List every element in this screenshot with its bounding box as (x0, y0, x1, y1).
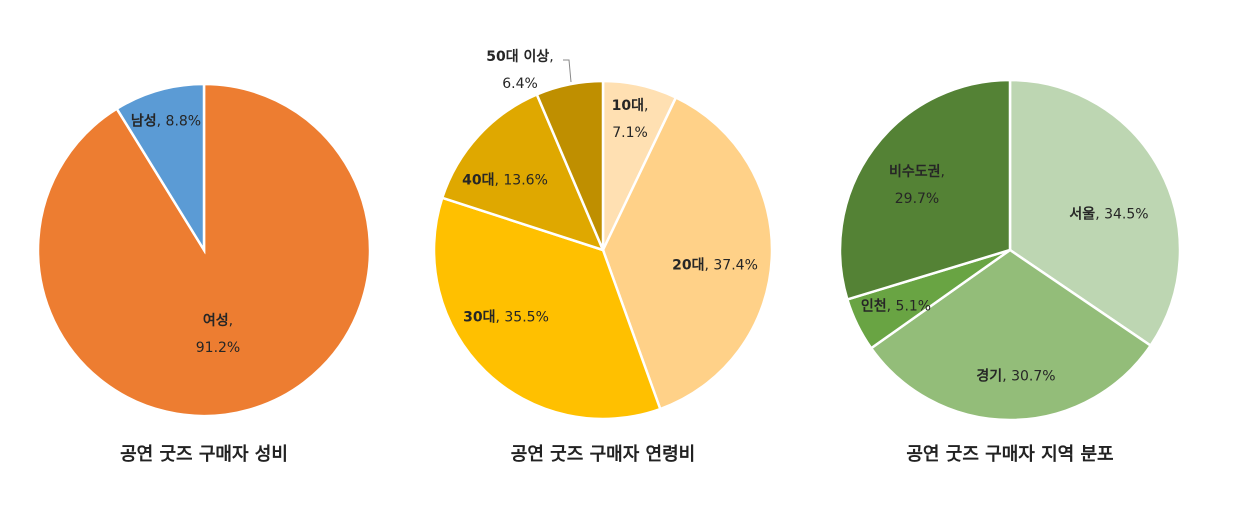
data-label-value: 5.1% (895, 298, 932, 315)
data-label-value: 8.8% (165, 113, 202, 130)
pie-slice-2-0 (1008, 78, 1182, 348)
pie-slice-2-1 (869, 248, 1153, 422)
data-label: 30대, 35.5% (463, 309, 549, 326)
data-label: 비수도권, 29.7% (889, 164, 945, 207)
data-label-category: 50대 이상 (486, 49, 550, 65)
data-label-category: 30대 (463, 309, 496, 326)
chart-title-region: 공연 굿즈 구매자 지역 분포 (906, 444, 1114, 465)
data-label-category: 40대 (462, 172, 495, 189)
data-label: 서울, 34.5% (1069, 206, 1149, 223)
data-label-value: 30.7% (1011, 368, 1056, 385)
data-label-value: 35.5% (504, 309, 549, 326)
pie-slice-1-3 (440, 92, 606, 253)
data-label: 50대 이상, 6.4% (486, 49, 554, 92)
data-label-value: 91.2% (195, 340, 241, 356)
data-label-value: 29.7% (894, 191, 940, 207)
data-label-value: 13.6% (503, 172, 548, 189)
data-label: 여성, 91.2% (195, 313, 241, 356)
pie-slice-2-3 (838, 78, 1012, 302)
data-label-value: 6.4% (502, 76, 538, 92)
data-label: 남성, 8.8% (130, 113, 202, 130)
data-label-category: 비수도권 (889, 164, 941, 180)
data-label-category: 인천 (860, 298, 887, 315)
data-label: 인천, 5.1% (860, 298, 932, 315)
data-label: 경기, 30.7% (976, 368, 1056, 385)
data-label-category: 남성 (130, 113, 157, 130)
data-label: 20대, 37.4% (672, 257, 758, 274)
pie-slice-1-1 (601, 95, 774, 411)
leader-line (563, 59, 572, 83)
chart-title-age: 공연 굿즈 구매자 연령비 (510, 444, 696, 465)
data-label: 10대, 7.1% (611, 98, 649, 141)
data-label-category: 서울 (1069, 206, 1096, 223)
data-label-value: 34.5% (1104, 206, 1149, 223)
data-label-value: 37.4% (713, 257, 758, 274)
pie-slice-1-2 (432, 196, 662, 421)
data-label-category: 10대 (611, 98, 644, 114)
data-label-category: 경기 (976, 368, 1003, 385)
chart-title-gender: 공연 굿즈 구매자 성비 (120, 444, 288, 465)
data-label-category: 여성 (202, 313, 229, 329)
pie-slice-0-1 (115, 82, 206, 255)
data-label: 40대, 13.6% (462, 172, 548, 189)
data-label-value: 7.1% (612, 125, 648, 141)
pie-slice-1-4 (535, 79, 605, 251)
data-label-category: 20대 (672, 257, 705, 274)
